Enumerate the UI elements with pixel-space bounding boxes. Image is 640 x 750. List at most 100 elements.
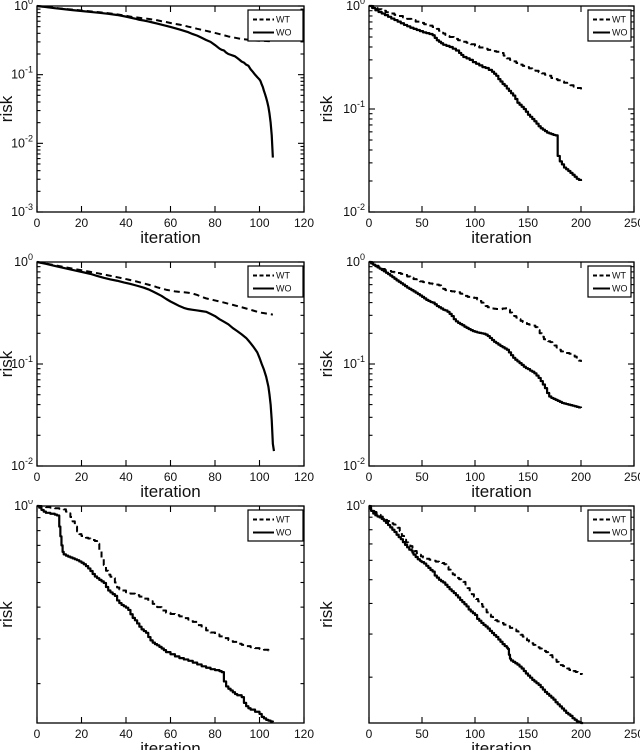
x-tick-label: 200: [571, 470, 591, 484]
legend-label-wt: WT: [276, 15, 290, 25]
legend: WT WO: [247, 9, 304, 42]
y-tick-base: 10: [11, 459, 25, 473]
x-tick-label: 150: [518, 470, 538, 484]
legend-box: [247, 509, 304, 542]
y-tick-base: 10: [11, 136, 25, 150]
x-tick-label: 50: [415, 727, 429, 741]
y-tick-base: 10: [14, 255, 28, 269]
plot-background: [320, 500, 640, 750]
x-axis-label: iteration: [140, 482, 200, 500]
plot-bottom-right: 050100150200250100iterationriskWTWO: [320, 500, 640, 750]
series-wt-line: [37, 505, 272, 652]
legend-box: [247, 9, 304, 42]
x-tick-label: 250: [624, 470, 640, 484]
y-tick-label: 10-2: [11, 133, 33, 150]
y-tick-exponent: -1: [357, 99, 365, 109]
y-tick-base: 10: [14, 0, 28, 13]
x-tick-label: 0: [34, 216, 41, 230]
x-axis-label: iteration: [471, 228, 531, 247]
y-tick-label: 10-1: [11, 354, 33, 371]
legend-box: [587, 9, 632, 42]
x-tick-label: 20: [75, 216, 89, 230]
x-tick-label: 0: [34, 727, 41, 741]
legend-label-wo: WO: [612, 528, 628, 538]
y-tick-base: 10: [11, 68, 25, 82]
x-tick-label: 80: [208, 216, 222, 230]
x-tick-label: 250: [624, 727, 640, 741]
x-tick-label: 50: [415, 470, 429, 484]
y-tick-label: 100: [346, 0, 365, 13]
y-tick-label: 10-1: [343, 354, 365, 371]
x-tick-label: 80: [208, 727, 222, 741]
legend-box: [587, 509, 632, 542]
x-tick-label: 150: [518, 216, 538, 230]
x-tick-label: 40: [119, 727, 133, 741]
y-tick-base: 10: [343, 357, 357, 371]
plot-background: [320, 250, 640, 500]
y-tick-exponent: -2: [357, 202, 365, 212]
y-tick-base: 10: [346, 0, 360, 13]
y-tick-label: 100: [14, 0, 33, 13]
y-tick-label: 10-1: [343, 99, 365, 116]
y-tick-label: 100: [346, 500, 365, 513]
legend-label-wt: WT: [612, 15, 626, 25]
series-wo-line: [369, 4, 583, 181]
y-axis-label: risk: [0, 95, 16, 122]
x-tick-label: 60: [164, 727, 178, 741]
x-tick-label: 250: [624, 216, 640, 230]
legend-label-wo: WO: [276, 528, 292, 538]
y-tick-label: 100: [14, 500, 33, 513]
x-axis-label: iteration: [140, 739, 200, 750]
x-tick-label: 100: [465, 727, 485, 741]
plot-background: [320, 0, 640, 250]
x-tick-label: 200: [571, 216, 591, 230]
y-tick-exponent: 0: [360, 252, 365, 262]
y-tick-label: 10-3: [11, 202, 33, 219]
legend-label-wo: WO: [276, 28, 292, 38]
y-tick-base: 10: [14, 500, 28, 513]
x-tick-label: 100: [465, 216, 485, 230]
y-tick-exponent: 0: [360, 0, 365, 6]
x-tick-label: 100: [249, 216, 269, 230]
x-tick-label: 120: [294, 470, 314, 484]
series-wo-line: [36, 260, 276, 452]
y-tick-exponent: -2: [25, 456, 33, 466]
x-tick-label: 100: [249, 727, 269, 741]
x-tick-label: 0: [34, 470, 41, 484]
legend: WT WO: [247, 265, 304, 298]
subplot-bottom-left: 0 20 40 60 80 100 120 100 iteration risk WT WO: [0, 500, 320, 750]
legend: WT WO: [587, 9, 632, 42]
legend-box: [247, 265, 304, 298]
x-tick-label: 0: [366, 216, 373, 230]
y-tick-base: 10: [346, 500, 360, 513]
y-tick-exponent: -3: [25, 202, 33, 212]
x-tick-label: 40: [119, 216, 133, 230]
y-axis-label: risk: [320, 350, 336, 377]
plot-top-left: 0 20 40 60 80 100 12010010-110-210-3iterationr…: [0, 0, 320, 250]
y-tick-exponent: 0: [360, 500, 365, 506]
y-axis-label: risk: [0, 601, 16, 628]
legend-label-wt: WT: [276, 271, 290, 281]
series-wt-line: [369, 261, 582, 362]
series-wo-line: [369, 260, 583, 409]
legend-label-wt: WT: [612, 515, 626, 525]
legend-label-wo: WO: [612, 28, 628, 38]
x-tick-label: 100: [465, 470, 485, 484]
x-tick-label: 120: [294, 216, 314, 230]
legend: WT WO: [587, 509, 632, 542]
y-tick-exponent: 0: [28, 0, 33, 6]
y-tick-exponent: -1: [25, 65, 33, 75]
legend-label-wo: WO: [276, 284, 292, 294]
x-tick-label: 100: [249, 470, 269, 484]
y-tick-label: 10-1: [11, 65, 33, 82]
y-tick-label: 10-2: [343, 456, 365, 473]
y-tick-label: 100: [14, 252, 33, 269]
subplot-top-left: 0 20 40 60 80 100 120 100 10-1 10-2 10-3 iteration r…: [0, 0, 320, 250]
x-tick-label: 20: [75, 470, 89, 484]
y-tick-base: 10: [346, 255, 360, 269]
x-axis-label: iteration: [471, 739, 531, 750]
y-tick-exponent: 0: [28, 500, 33, 506]
y-tick-exponent: -2: [357, 456, 365, 466]
plot-mid-right: 05010015020025010010-110-2iterationriskW…: [320, 250, 640, 500]
